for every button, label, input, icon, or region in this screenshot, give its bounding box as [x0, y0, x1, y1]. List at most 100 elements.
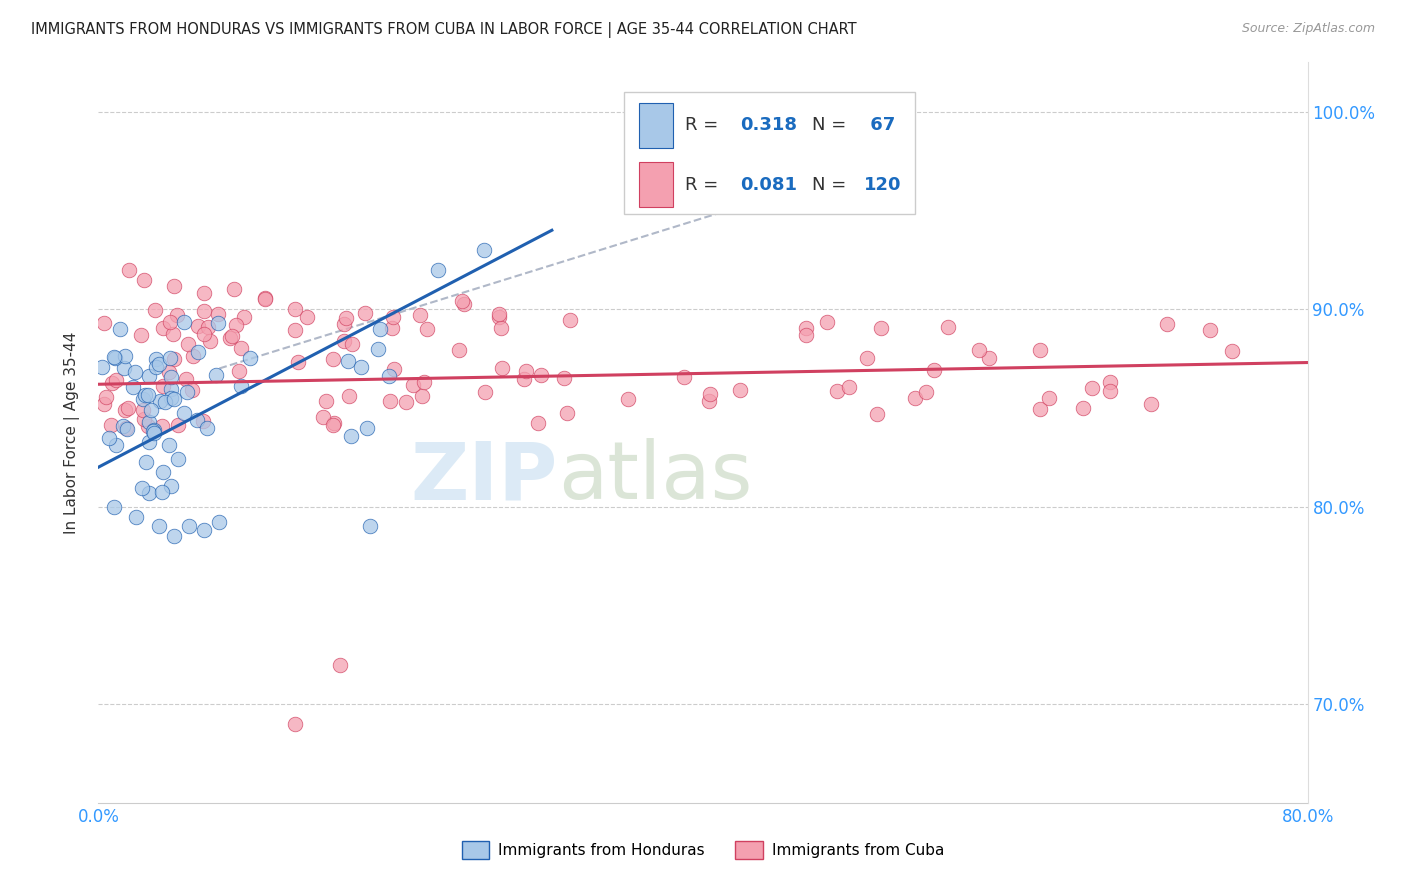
Point — [315, 394, 337, 409]
Point — [416, 322, 439, 336]
Point — [526, 416, 548, 430]
Point — [225, 318, 247, 332]
Point — [207, 316, 229, 330]
Point — [110, 322, 132, 336]
Point — [488, 310, 510, 324]
Point — [287, 355, 309, 369]
Point — [166, 418, 188, 433]
Point — [103, 351, 125, 365]
Point — [181, 384, 204, 398]
Y-axis label: In Labor Force | Age 35-44: In Labor Force | Age 35-44 — [63, 332, 80, 533]
Text: 120: 120 — [863, 176, 901, 194]
Point — [699, 386, 721, 401]
Point — [472, 243, 495, 257]
Point — [427, 262, 450, 277]
Point — [160, 391, 183, 405]
Point — [866, 407, 889, 421]
Point — [337, 389, 360, 403]
Point — [474, 385, 496, 400]
Point — [335, 310, 357, 325]
Point — [381, 310, 404, 325]
Point — [145, 352, 167, 367]
Point — [118, 262, 141, 277]
Point — [936, 319, 959, 334]
Point — [553, 370, 575, 384]
Point — [114, 403, 136, 417]
Point — [162, 326, 184, 341]
Point — [207, 308, 229, 322]
Point — [378, 393, 401, 408]
Point — [322, 417, 344, 432]
Point — [340, 428, 363, 442]
Point — [148, 357, 170, 371]
Point — [232, 310, 254, 325]
Point — [149, 394, 172, 409]
Point — [1198, 323, 1220, 337]
Text: 0.318: 0.318 — [741, 116, 797, 135]
Point — [148, 519, 170, 533]
Text: Source: ZipAtlas.com: Source: ZipAtlas.com — [1241, 22, 1375, 36]
Point — [138, 415, 160, 429]
Point — [284, 302, 307, 317]
Point — [697, 394, 720, 409]
Point — [515, 363, 537, 377]
Point — [1220, 343, 1243, 358]
Point — [356, 420, 378, 434]
Point — [360, 519, 382, 533]
Point — [100, 417, 122, 432]
Point — [354, 306, 377, 320]
Point — [145, 302, 167, 317]
Point — [162, 392, 184, 406]
Point — [104, 351, 127, 366]
Point — [558, 313, 581, 327]
Point — [136, 388, 159, 402]
Point — [555, 406, 578, 420]
Point — [193, 524, 215, 538]
FancyBboxPatch shape — [624, 92, 915, 214]
Point — [224, 283, 246, 297]
Point — [229, 341, 252, 355]
Point — [132, 403, 155, 417]
Point — [491, 360, 513, 375]
Point — [794, 327, 817, 342]
Point — [138, 485, 160, 500]
Point — [1081, 381, 1104, 395]
Point — [114, 349, 136, 363]
Point — [512, 372, 534, 386]
Point — [284, 716, 307, 731]
Point — [153, 395, 176, 409]
Point — [166, 308, 188, 322]
Legend: Immigrants from Honduras, Immigrants from Cuba: Immigrants from Honduras, Immigrants fro… — [456, 835, 950, 865]
Point — [129, 328, 152, 343]
Point — [173, 405, 195, 419]
Point — [150, 485, 173, 500]
Point — [856, 351, 879, 365]
Point — [152, 378, 174, 392]
Point — [152, 465, 174, 479]
Text: R =: R = — [685, 116, 724, 135]
Point — [98, 431, 121, 445]
Point — [195, 421, 218, 435]
Point — [135, 455, 157, 469]
Point — [340, 337, 363, 351]
Point — [488, 307, 510, 321]
Point — [166, 452, 188, 467]
Text: 67: 67 — [863, 116, 896, 135]
Point — [332, 318, 354, 332]
Point — [370, 322, 392, 336]
Point — [617, 392, 640, 407]
Point — [295, 310, 318, 325]
Point — [904, 391, 927, 405]
Point — [1099, 384, 1122, 398]
Point — [796, 321, 818, 335]
Point — [134, 388, 156, 402]
Point — [411, 389, 433, 403]
Point — [229, 379, 252, 393]
Point — [813, 184, 835, 198]
Bar — [638, 103, 673, 147]
Point — [117, 401, 139, 415]
Point — [91, 360, 114, 375]
Point — [173, 315, 195, 329]
Point — [530, 368, 553, 382]
Point — [323, 416, 346, 430]
